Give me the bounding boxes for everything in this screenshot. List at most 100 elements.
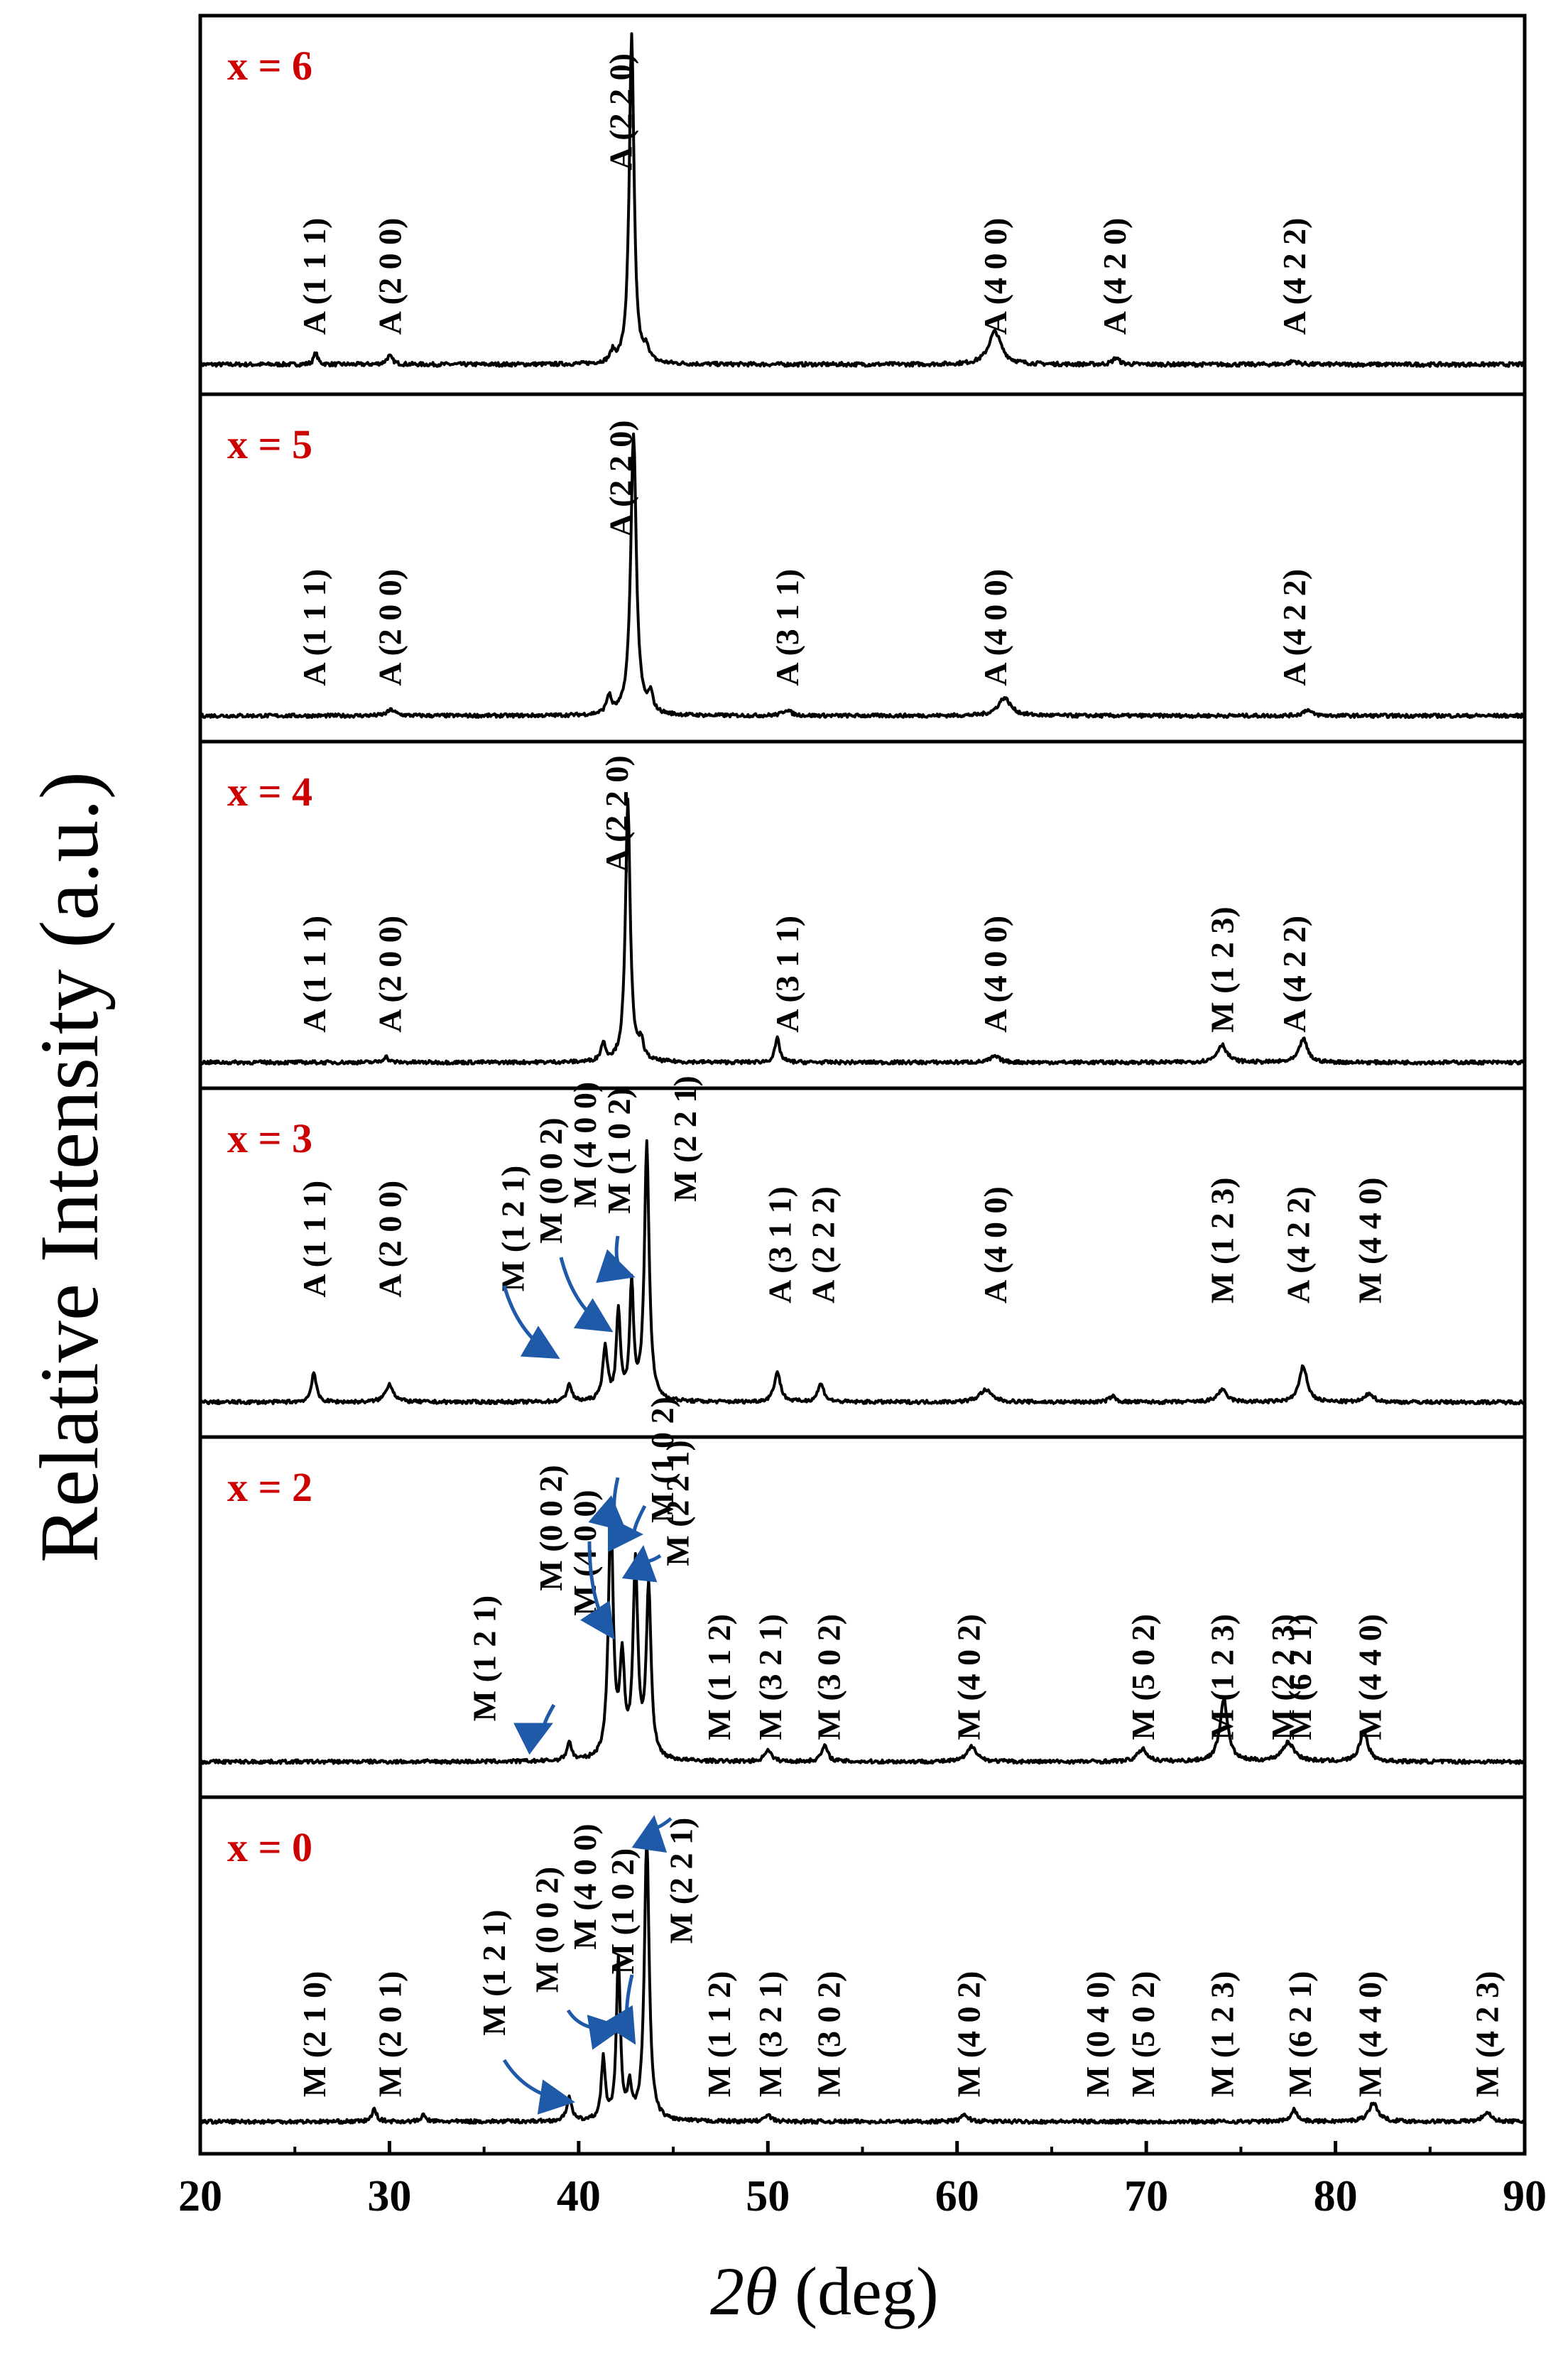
panel-frame — [198, 739, 1527, 1090]
panel-x=0: x = 0 M (2 1 0) M (2 0 1) M (1 2 1) M (0 0 2… — [198, 1795, 1527, 2156]
peak-label: M (0 4 0) — [1079, 1971, 1116, 2098]
peak-label: M (4 2 3) — [1469, 1971, 1506, 2098]
peak-label: A (2 0 0) — [371, 916, 408, 1033]
peak-label: M (1 2 3) — [1204, 1177, 1241, 1303]
peak-label: M (5 0 2) — [1125, 1971, 1161, 2098]
peak-label: M (4 0 2) — [951, 1971, 987, 2098]
composition-label: x = 3 — [227, 1115, 312, 1161]
peak-label: M (6 2 1) — [1282, 1971, 1318, 2098]
peak-label: A (4 2 2) — [1276, 916, 1312, 1033]
x-tick-label: 30 — [367, 2172, 411, 2221]
peak-label: M (2 2 3) — [1265, 1614, 1301, 1740]
peak-label: A (4 2 2) — [1276, 569, 1312, 686]
composition-label: x = 2 — [227, 1464, 312, 1510]
peak-label: A (3 1 1) — [769, 569, 805, 686]
peak-label: M (4 4 0) — [1352, 1971, 1388, 2098]
peak-label: A (4 0 0) — [977, 218, 1013, 335]
panel-x=3: x = 3 A (1 1 1) A (2 0 0) M (1 2 1) M (0 0 2… — [198, 1075, 1527, 1439]
peak-label: A (3 1 1) — [761, 1186, 797, 1303]
peak-label: M (1 1 2) — [701, 1614, 737, 1740]
x-tick-label: 80 — [1314, 2172, 1358, 2221]
peak-arrow — [580, 1541, 615, 1640]
panel-stack: x = 6 A (1 1 1) A (2 0 0) A (2 2 0) A (4 0 0… — [198, 13, 1527, 2156]
peak-label: A (1 1 1) — [296, 916, 332, 1033]
peak-label: A (2 2 0) — [603, 53, 639, 170]
series-line — [199, 432, 1526, 720]
peak-label: A (1 1 1) — [296, 218, 332, 335]
peak-arrow — [502, 1285, 560, 1360]
peak-label: M (3 0 2) — [811, 1614, 847, 1740]
series-line — [199, 797, 1525, 1066]
peak-arrow — [502, 2059, 575, 2115]
peak-label: M (1 2 1) — [467, 1595, 503, 1722]
peak-label: A (1 1 1) — [296, 1181, 332, 1298]
peak-label: M (1 0 2) — [644, 1397, 680, 1523]
composition-label: x = 0 — [227, 1824, 312, 1870]
peak-label: M (5 0 2) — [1125, 1614, 1161, 1740]
peak-label: M (3 0 2) — [811, 1971, 847, 2098]
peak-label: M (1 0 2) — [604, 1848, 641, 1975]
series-line — [199, 32, 1525, 368]
peak-label: M (2 2 1) — [663, 1818, 699, 1944]
x-tick-label: 70 — [1124, 2172, 1168, 2221]
peak-arrow — [621, 1545, 662, 1583]
panel-x=5: x = 5 A (1 1 1) A (2 0 0) A (2 2 0) A (3 1 1… — [198, 392, 1527, 744]
x-axis: 20 30 40 50 60 70 80 90 — [178, 2141, 1547, 2221]
peak-label: M (1 2 1) — [495, 1166, 531, 1292]
x-tick-label: 50 — [746, 2172, 790, 2221]
x-tick-label: 60 — [935, 2172, 979, 2221]
composition-label: x = 6 — [227, 43, 312, 89]
x-tick-label: 20 — [178, 2172, 222, 2221]
peak-label: A (4 0 0) — [977, 569, 1013, 686]
peak-label: M (4 0 0) — [567, 1082, 603, 1208]
peak-label: A (3 1 1) — [769, 916, 805, 1033]
peak-arrow — [559, 1257, 614, 1333]
peak-label: M (4 0 0) — [567, 1823, 603, 1950]
peak-label: M (4 4 0) — [1352, 1177, 1388, 1303]
peak-arrow — [601, 1974, 636, 2045]
series-line — [199, 1504, 1526, 1765]
composition-label: x = 5 — [227, 421, 312, 467]
panel-x=6: x = 6 A (1 1 1) A (2 0 0) A (2 2 0) A (4 0 0… — [198, 13, 1527, 396]
peak-label: M (1 1 2) — [701, 1971, 737, 2098]
peak-arrow — [596, 1235, 636, 1284]
peak-label: M (2 0 1) — [371, 1971, 408, 2098]
x-axis-unit: (deg) — [778, 2253, 939, 2329]
peak-label: M (2 1 0) — [296, 1971, 332, 2098]
peak-arrow — [513, 1703, 556, 1755]
y-axis-label: Relative Intensity (a.u.) — [23, 771, 116, 1563]
peak-label: A (4 2 0) — [1096, 218, 1133, 335]
peak-label: M (1 2 3) — [1204, 906, 1241, 1033]
peak-label: M (4 0 2) — [951, 1614, 987, 1740]
peak-arrow — [588, 1477, 627, 1532]
peak-label: M (4 4 0) — [1352, 1614, 1388, 1740]
peak-label: M (6 2 1) — [1282, 1614, 1318, 1740]
peak-label: A (2 0 0) — [371, 218, 408, 335]
peak-arrow — [566, 2009, 625, 2050]
composition-label: x = 4 — [227, 769, 312, 815]
peak-label: A (1 1 1) — [296, 569, 332, 686]
peak-label: M (0 0 2) — [533, 1117, 569, 1244]
peak-label: M (1 2 1) — [476, 1909, 512, 2036]
peak-label: A (4 2 2) — [1280, 1186, 1316, 1303]
peak-label: A (4 0 0) — [977, 1186, 1013, 1303]
peak-label: M (3 2 1) — [752, 1971, 788, 2098]
peak-label: A (4 2 2) — [1276, 218, 1312, 335]
peak-label: A (2 0 0) — [371, 569, 408, 686]
peak-label: M (4 0 0) — [567, 1490, 603, 1616]
x-tick-label: 90 — [1503, 2172, 1547, 2221]
peak-label: M (0 0 2) — [529, 1867, 565, 1993]
panel-frame — [198, 392, 1527, 744]
x-tick-label: 40 — [557, 2172, 601, 2221]
x-axis-symbol: 2θ — [710, 2253, 778, 2329]
peak-label: M (1 2 3) — [1204, 1614, 1241, 1740]
peak-label: A (2 2 0) — [599, 755, 635, 872]
peak-label: M (2 2 1) — [667, 1075, 703, 1202]
peak-label: A (2 2 2) — [805, 1186, 842, 1303]
peak-arrow — [607, 1505, 647, 1552]
peak-label: A (2 0 0) — [371, 1181, 408, 1298]
peak-label: M (0 0 2) — [533, 1465, 569, 1591]
panel-frame — [198, 13, 1527, 396]
series-line — [199, 1139, 1525, 1406]
series-line — [199, 1836, 1526, 2125]
